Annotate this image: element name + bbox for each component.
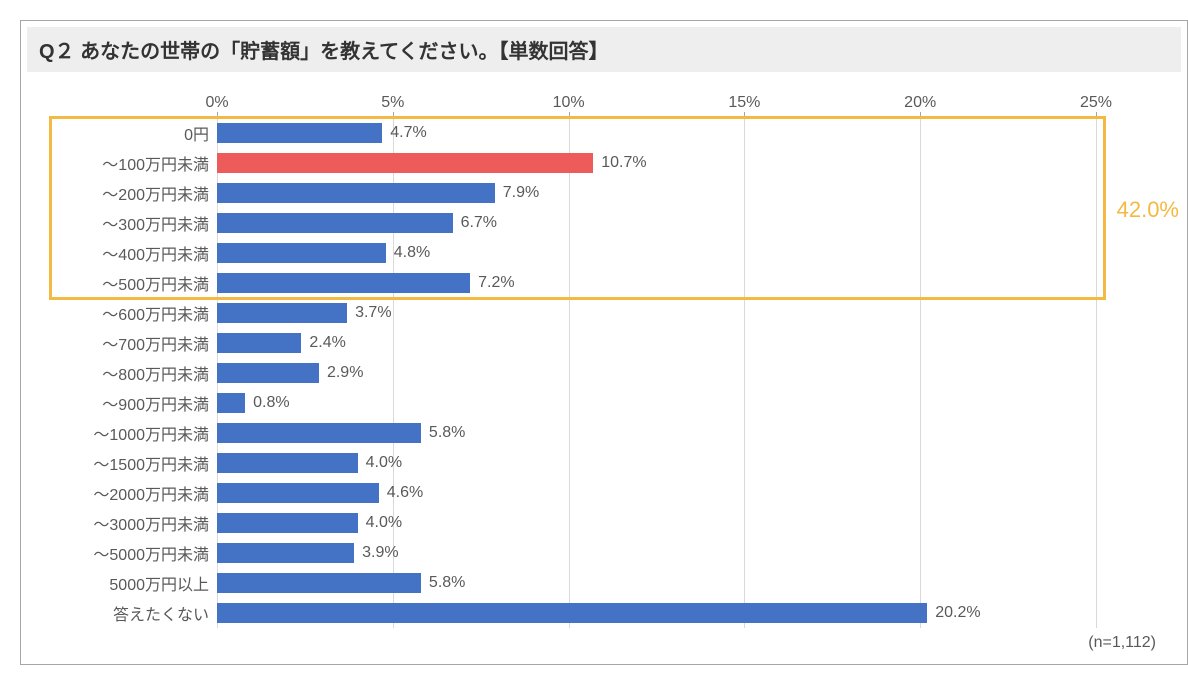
- bar-row: 5000万円以上5.8%: [217, 568, 1096, 598]
- bar-fill: 5.8%: [217, 573, 421, 593]
- x-axis-tick-label: 15%: [728, 94, 760, 112]
- bar-category-label: ～300万円未満: [47, 211, 217, 235]
- bar-row: ～400万円未満4.8%: [217, 238, 1096, 268]
- bar-value-label: 4.6%: [379, 484, 423, 502]
- bar-value-label: 6.7%: [453, 214, 497, 232]
- bar-category-label: 答えたくない: [47, 601, 217, 625]
- bar-row: 答えたくない20.2%: [217, 598, 1096, 628]
- bar-category-label: ～3000万円未満: [47, 511, 217, 535]
- bar-row: ～200万円未満7.9%: [217, 178, 1096, 208]
- bar-category-label: ～700万円未満: [47, 331, 217, 355]
- bar-category-label: ～5000万円未満: [47, 541, 217, 565]
- bar-value-label: 3.7%: [347, 304, 391, 322]
- bar-fill: 20.2%: [217, 603, 927, 623]
- bar-fill: 7.2%: [217, 273, 470, 293]
- bar-category-label: 5000万円以上: [47, 571, 217, 595]
- bar-value-label: 2.4%: [301, 334, 345, 352]
- highlight-callout: 42.0%: [1117, 197, 1179, 223]
- x-axis-tick-label: 25%: [1080, 94, 1112, 112]
- bar-fill: 2.9%: [217, 363, 319, 383]
- bar-row: ～500万円未満7.2%: [217, 268, 1096, 298]
- axis-tick-mark: [1096, 112, 1097, 118]
- bar-row: 0円4.7%: [217, 118, 1096, 148]
- bar-row: ～700万円未満2.4%: [217, 328, 1096, 358]
- bar-row: ～3000万円未満4.0%: [217, 508, 1096, 538]
- bar-row: ～300万円未満6.7%: [217, 208, 1096, 238]
- bar-fill: 4.8%: [217, 243, 386, 263]
- bar-row: ～1000万円未満5.8%: [217, 418, 1096, 448]
- bar-value-label: 10.7%: [593, 154, 646, 172]
- x-axis-tick-label: 10%: [553, 94, 585, 112]
- bar-category-label: ～200万円未満: [47, 181, 217, 205]
- bar-value-label: 7.2%: [470, 274, 514, 292]
- bar-category-label: ～2000万円未満: [47, 481, 217, 505]
- bar-fill: 0.8%: [217, 393, 245, 413]
- sample-size-label: (n=1,112): [1088, 634, 1156, 652]
- bar-fill: 6.7%: [217, 213, 453, 233]
- chart-frame: Q２ あなたの世帯の「貯蓄額」を教えてください。【単数回答】 0% 5% 10% 15…: [20, 20, 1188, 665]
- x-axis: 0%5%10%15%20%25%: [217, 94, 1096, 118]
- bar-value-label: 3.9%: [354, 544, 398, 562]
- bar-fill: 4.7%: [217, 123, 382, 143]
- bar-fill: 4.6%: [217, 483, 379, 503]
- bar-value-label: 5.8%: [421, 574, 465, 592]
- bar-category-label: 0円: [47, 121, 217, 145]
- bar-value-label: 20.2%: [927, 604, 980, 622]
- bar-category-label: ～100万円未満: [47, 151, 217, 175]
- x-axis-tick-label: 0%: [205, 94, 228, 112]
- bar-value-label: 4.7%: [382, 124, 426, 142]
- bar-category-label: ～1500万円未満: [47, 451, 217, 475]
- bar-fill: 2.4%: [217, 333, 301, 353]
- bar-fill: 3.9%: [217, 543, 354, 563]
- bar-fill: 7.9%: [217, 183, 495, 203]
- bar-row: ～5000万円未満3.9%: [217, 538, 1096, 568]
- bar-fill: 3.7%: [217, 303, 347, 323]
- bar-value-label: 5.8%: [421, 424, 465, 442]
- bar-value-label: 2.9%: [319, 364, 363, 382]
- grid-line: [1096, 118, 1097, 628]
- chart-area: 0%5%10%15%20%25% 0円4.7%～100万円未満10.7%～200…: [27, 84, 1181, 658]
- bar-fill: 4.0%: [217, 453, 358, 473]
- bar-row: ～100万円未満10.7%: [217, 148, 1096, 178]
- bars-container: 0円4.7%～100万円未満10.7%～200万円未満7.9%～300万円未満6…: [217, 118, 1096, 628]
- bar-category-label: ～1000万円未満: [47, 421, 217, 445]
- bar-row: ～1500万円未満4.0%: [217, 448, 1096, 478]
- bar-fill: 5.8%: [217, 423, 421, 443]
- bar-value-label: 4.0%: [358, 454, 402, 472]
- chart-title: Q２ あなたの世帯の「貯蓄額」を教えてください。【単数回答】: [27, 27, 1181, 72]
- bar-value-label: 0.8%: [245, 394, 289, 412]
- bar-fill: 10.7%: [217, 153, 593, 173]
- bar-value-label: 4.8%: [386, 244, 430, 262]
- bar-fill: 4.0%: [217, 513, 358, 533]
- bar-row: ～900万円未満0.8%: [217, 388, 1096, 418]
- bar-category-label: ～900万円未満: [47, 391, 217, 415]
- bar-row: ～600万円未満3.7%: [217, 298, 1096, 328]
- x-axis-tick-label: 20%: [904, 94, 936, 112]
- bar-value-label: 7.9%: [495, 184, 539, 202]
- bar-category-label: ～400万円未満: [47, 241, 217, 265]
- bar-category-label: ～800万円未満: [47, 361, 217, 385]
- chart-grid: 0%5%10%15%20%25% 0円4.7%～100万円未満10.7%～200…: [217, 94, 1096, 628]
- bar-category-label: ～600万円未満: [47, 301, 217, 325]
- bar-row: ～800万円未満2.9%: [217, 358, 1096, 388]
- bar-value-label: 4.0%: [358, 514, 402, 532]
- bar-category-label: ～500万円未満: [47, 271, 217, 295]
- x-axis-tick-label: 5%: [381, 94, 404, 112]
- bar-row: ～2000万円未満4.6%: [217, 478, 1096, 508]
